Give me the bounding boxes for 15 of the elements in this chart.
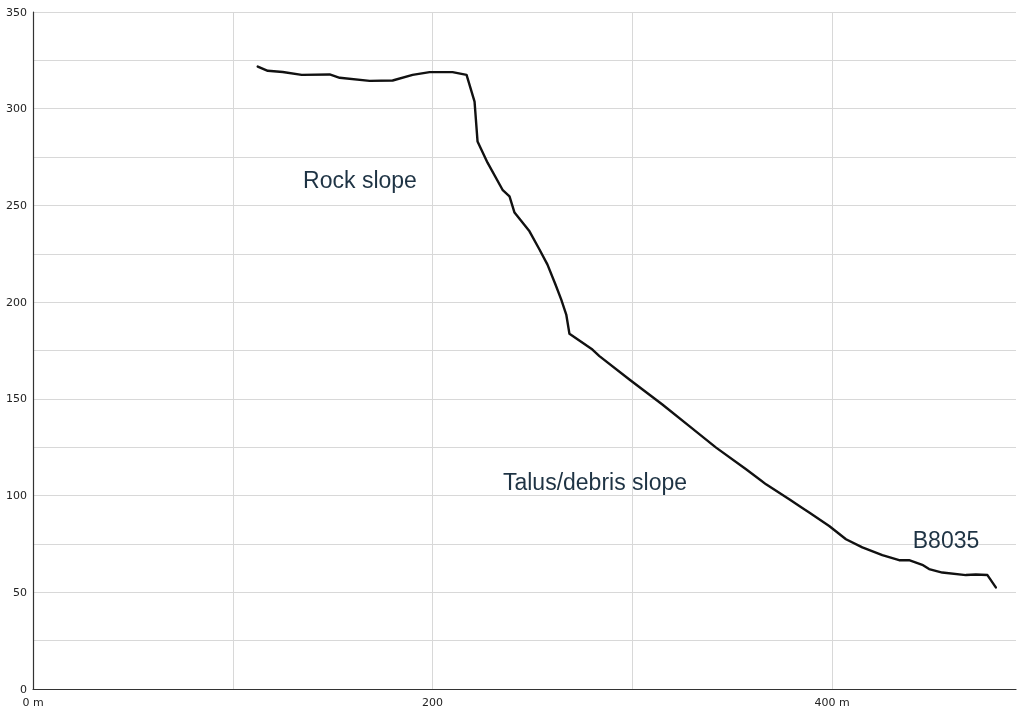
x-tick-label: 200 [422, 696, 444, 708]
y-tick-label: 50 [13, 585, 27, 599]
annotation: Rock slope [303, 167, 417, 193]
y-tick-label: 200 [6, 295, 27, 309]
x-tick-label: 0 m [22, 696, 44, 708]
line-series [256, 65, 998, 589]
y-tick-label: 150 [6, 392, 27, 406]
y-tick-label: 250 [6, 198, 27, 212]
annotation: B8035 [912, 527, 980, 553]
y-tick-label: 100 [6, 489, 27, 503]
y-tick-label: 350 [6, 5, 27, 19]
y-tick-label: 300 [6, 102, 27, 116]
x-tick-label: 400 m [814, 696, 850, 708]
annotation: Talus/debris slope [502, 469, 688, 495]
y-tick-label: 0 [20, 682, 27, 696]
